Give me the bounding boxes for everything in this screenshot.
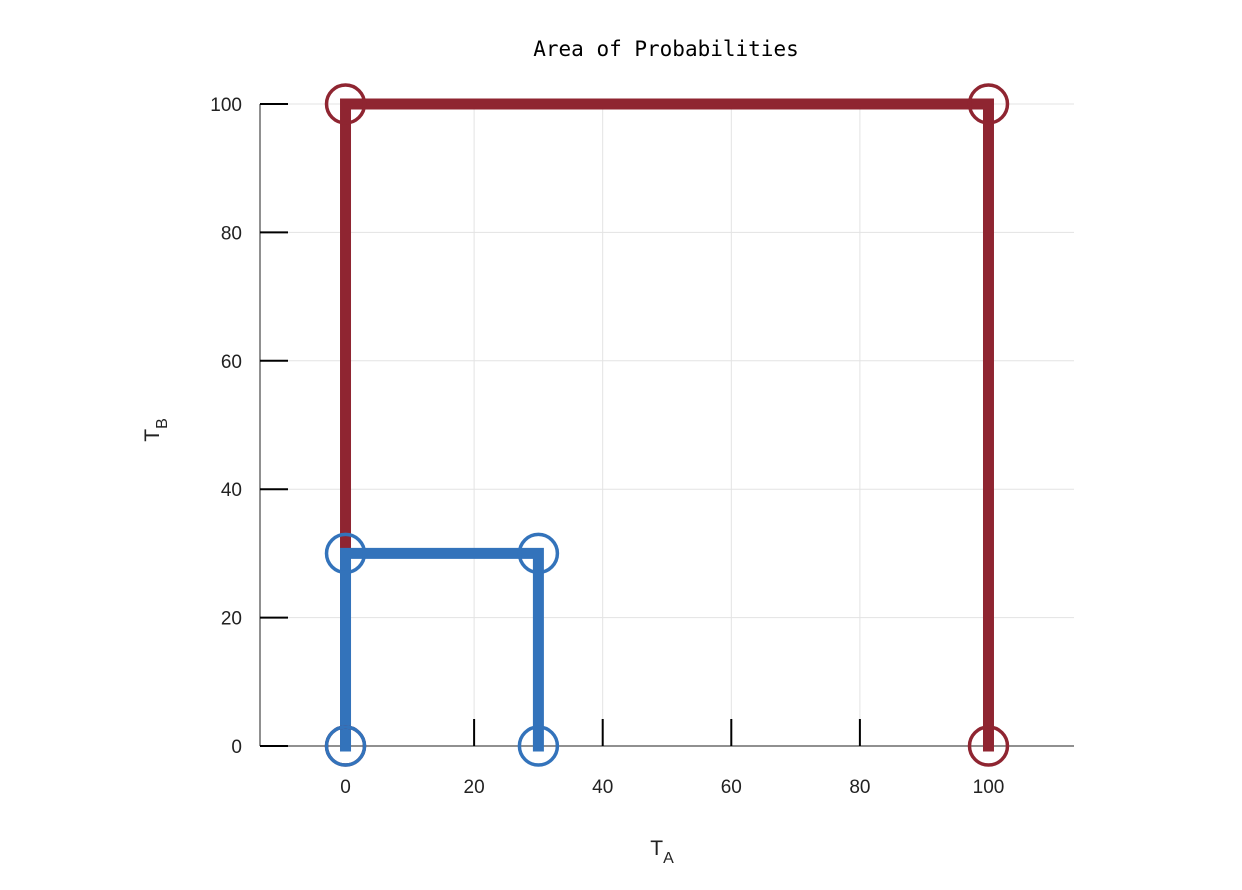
x-tick-label-20: 20 <box>464 777 485 798</box>
y-tick-label-80: 80 <box>221 223 242 244</box>
x-tick-label-0: 0 <box>340 777 351 798</box>
series-2-point-2 <box>324 532 367 575</box>
x-tick-label-100: 100 <box>973 777 1005 798</box>
y-tick-label-0: 0 <box>231 737 242 758</box>
y-axis-label-base: T <box>141 429 164 442</box>
series-2-line <box>340 547 544 752</box>
x-axis-label: TA <box>650 837 674 867</box>
y-tick-label-100: 100 <box>210 95 242 116</box>
series-markers <box>324 83 1010 767</box>
x-tick-label-40: 40 <box>592 777 613 798</box>
x-axis-label-subscript: A <box>663 850 674 867</box>
series-2-point-3 <box>517 532 560 575</box>
y-tick-label-40: 40 <box>221 480 242 501</box>
series-1-line <box>340 98 994 752</box>
series-1-point-4 <box>967 725 1010 767</box>
series-1-point-3 <box>967 83 1010 125</box>
chart-title: Area of Probabilities <box>533 37 799 61</box>
series-1-point-2 <box>324 83 367 125</box>
y-tick-label-20: 20 <box>221 609 242 630</box>
series-2-point-4 <box>517 725 560 767</box>
x-tick-label-60: 60 <box>721 777 742 798</box>
x-tick-label-80: 80 <box>849 777 870 798</box>
y-axis-label-subscript: B <box>154 418 171 429</box>
series-lines <box>340 98 994 752</box>
axes <box>259 103 1074 747</box>
y-tick-label-60: 60 <box>221 352 242 373</box>
series-2-point-1 <box>324 725 367 767</box>
y-axis-label: TB <box>141 418 171 442</box>
tick-labels: 0 20 40 60 80 100 0 20 40 60 80 100 <box>210 95 1004 798</box>
x-axis-label-base: T <box>650 837 663 860</box>
